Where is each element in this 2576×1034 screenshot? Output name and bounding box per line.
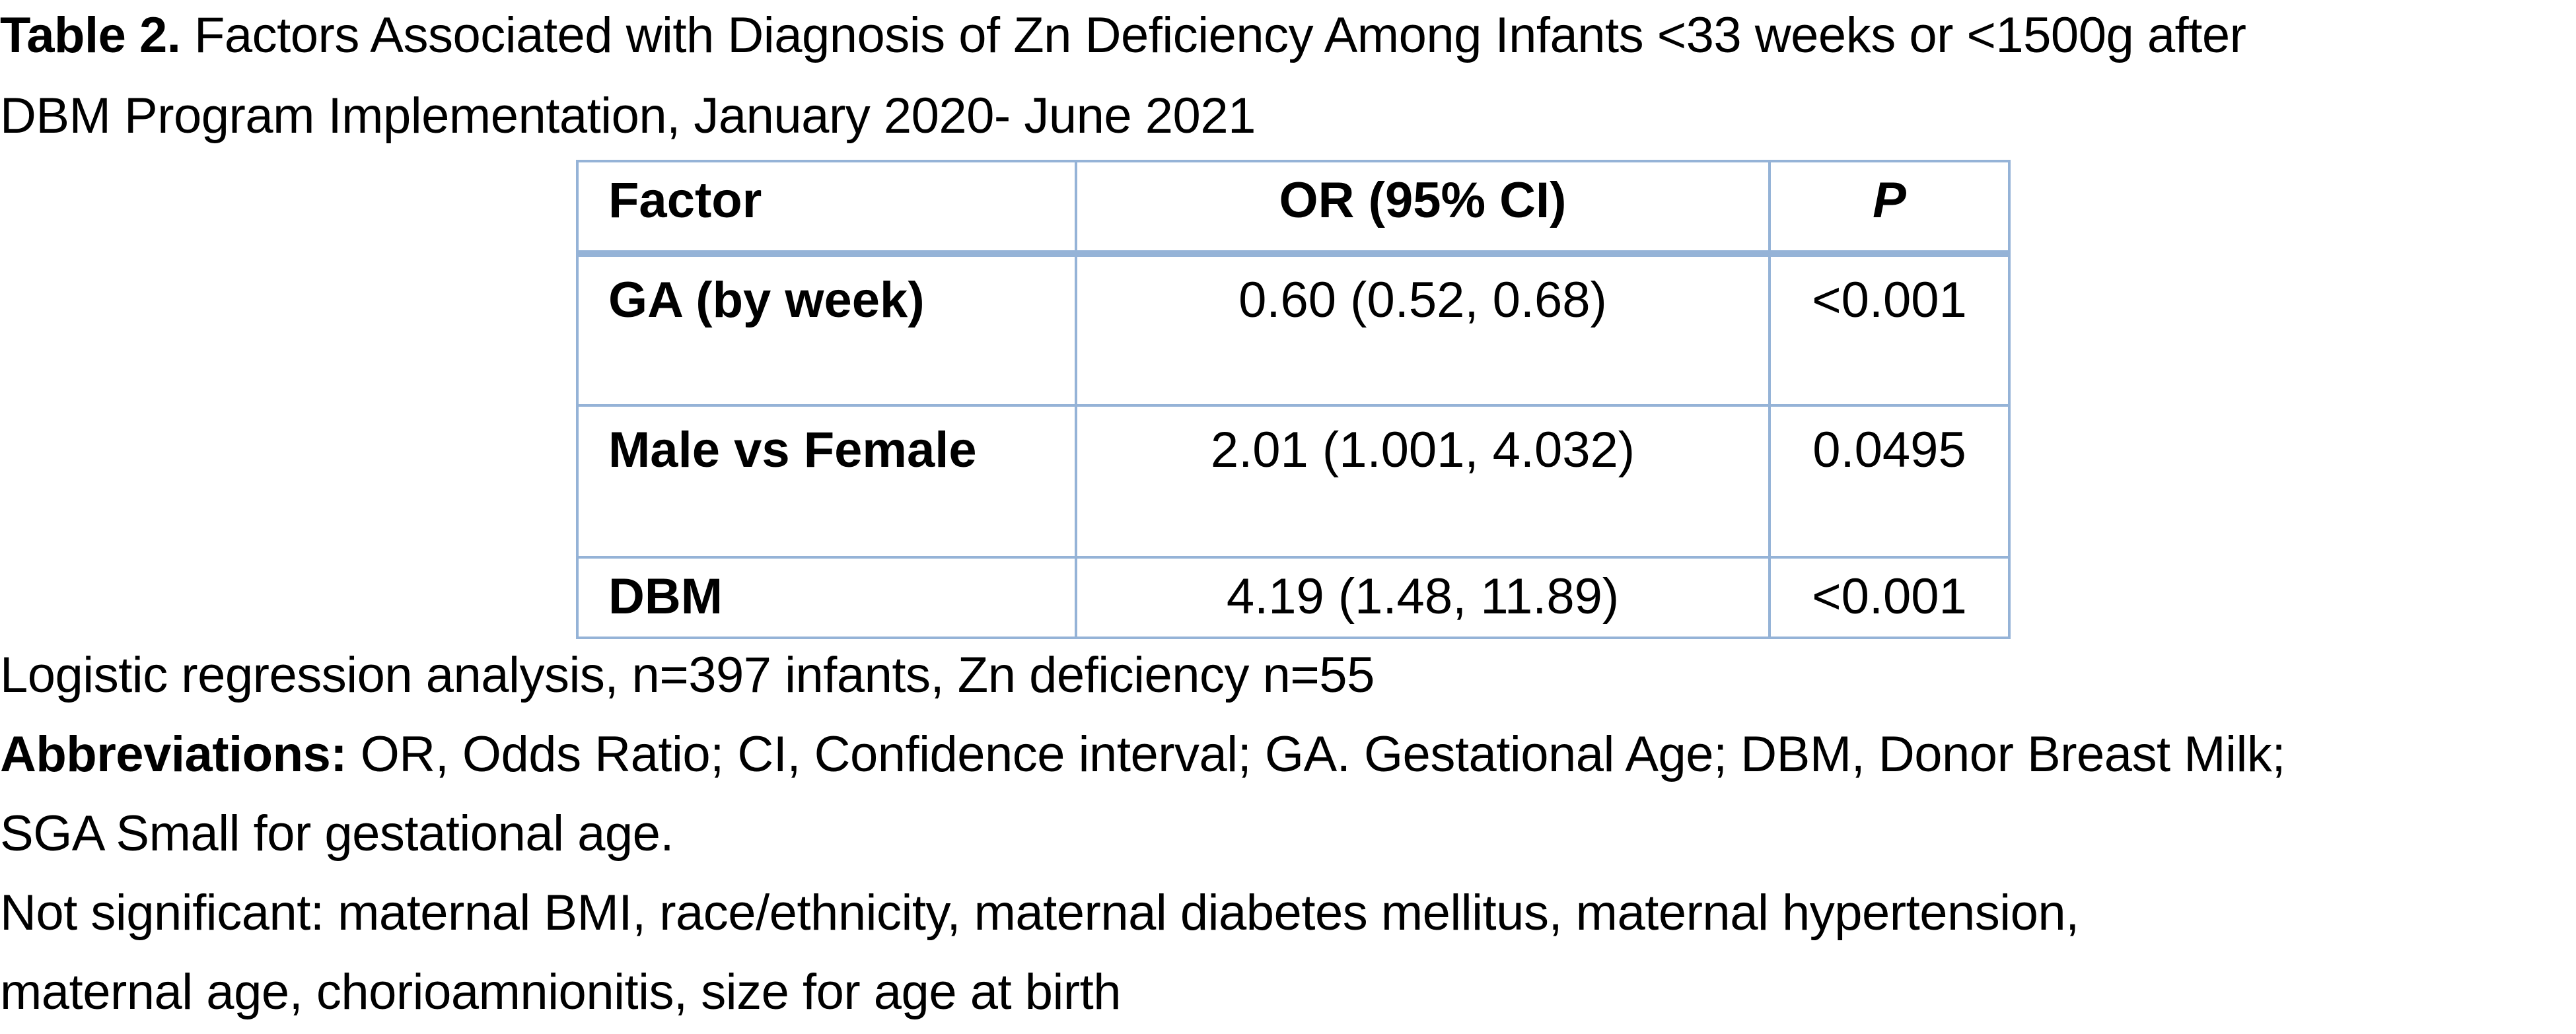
cell-p-value: 0.0495 [1768,404,2011,559]
cell-odds-ratio: 0.60 (0.52, 0.68) [1075,252,1771,407]
table-header-row: Factor OR (95% CI) P [576,160,2011,257]
cell-factor: DBM [576,556,1077,639]
abbreviations-line-1: Abbreviations: OR, Odds Ratio; CI, Confi… [0,715,2285,794]
cell-odds-ratio: 4.19 (1.48, 11.89) [1075,556,1771,639]
caption-text-1: Factors Associated with Diagnosis of Zn … [180,7,2246,63]
caption-label: Table 2. [0,7,181,63]
caption-line-2: DBM Program Implementation, January 2020… [0,88,1256,144]
cell-p-value: <0.001 [1768,556,2011,639]
header-factor: Factor [576,160,1077,257]
analysis-note: Logistic regression analysis, n=397 infa… [0,647,1375,703]
cell-factor: Male vs Female [576,404,1077,559]
abbreviations-label: Abbreviations: [0,726,347,782]
results-table-container: Factor OR (95% CI) P GA (by week) 0.60 (… [576,160,2011,639]
header-odds-ratio: OR (95% CI) [1075,160,1771,257]
header-p-value: P [1768,160,2011,257]
cell-factor: GA (by week) [576,252,1077,407]
caption-line-1: Table 2. Factors Associated with Diagnos… [0,0,2246,75]
results-table: Factor OR (95% CI) P GA (by week) 0.60 (… [576,160,2011,639]
table-row: Male vs Female 2.01 (1.001, 4.032) 0.049… [576,404,2011,559]
not-significant-line-2: maternal age, chorioamnionitis, size for… [0,964,1122,1020]
abbreviations-line-2: SGA Small for gestational age. [0,806,674,862]
not-significant-line-1: Not significant: maternal BMI, race/ethn… [0,885,2079,941]
cell-p-value: <0.001 [1768,252,2011,407]
table-row: DBM 4.19 (1.48, 11.89) <0.001 [576,556,2011,639]
cell-odds-ratio: 2.01 (1.001, 4.032) [1075,404,1771,559]
abbreviations-text-1: OR, Odds Ratio; CI, Confidence interval;… [347,726,2286,782]
table-row: GA (by week) 0.60 (0.52, 0.68) <0.001 [576,252,2011,407]
